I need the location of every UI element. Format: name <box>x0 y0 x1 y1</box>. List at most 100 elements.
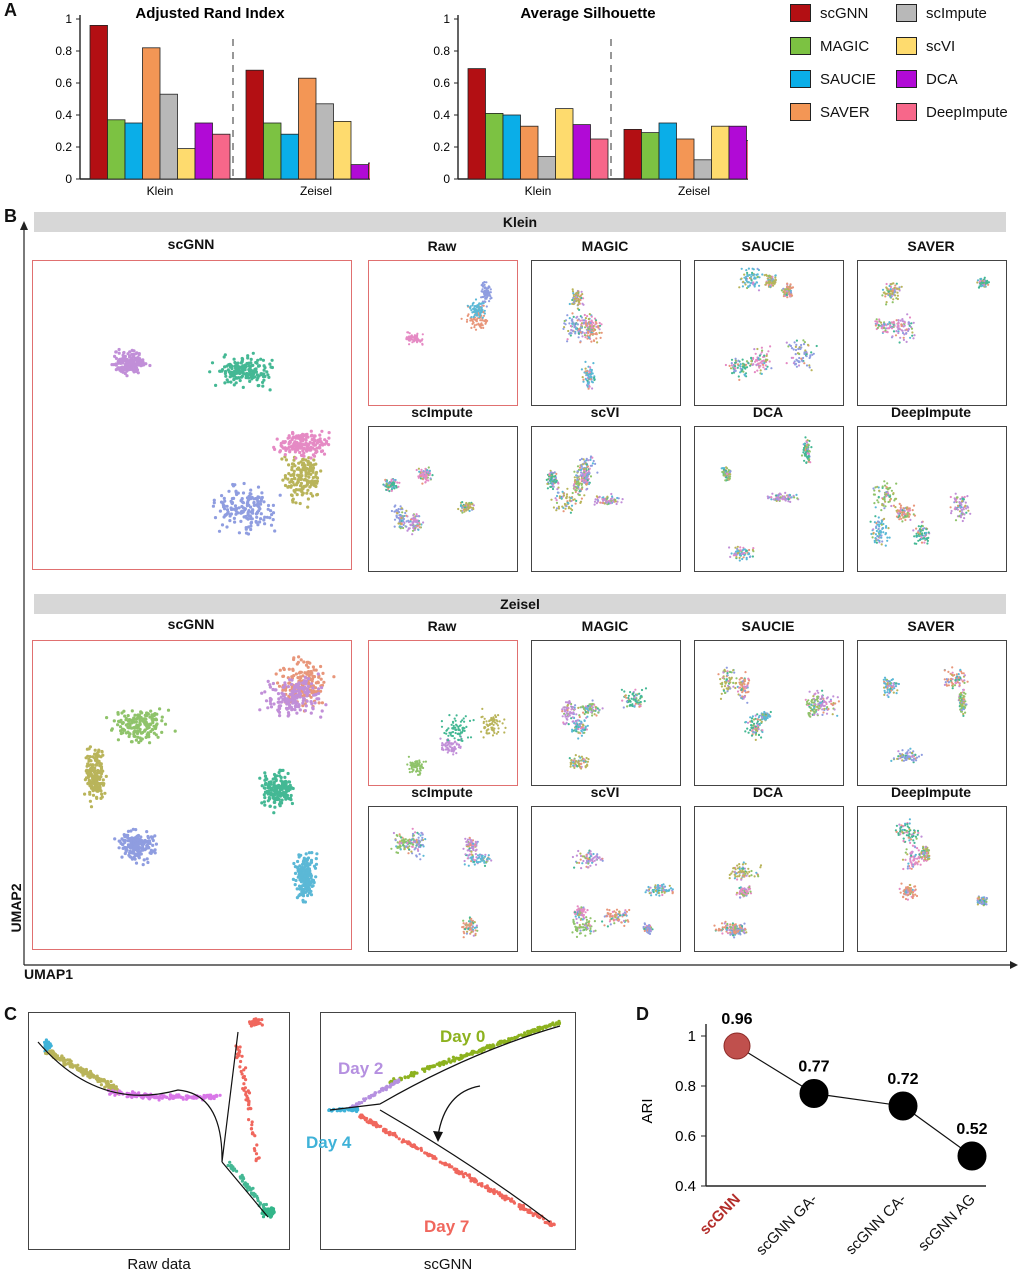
y-tick-label: 0.4 <box>675 1178 696 1195</box>
zeisel-band: Zeisel <box>34 594 1006 614</box>
y-tick-label: 0.8 <box>55 44 72 58</box>
zeisel-saver-title: SAVER <box>907 618 955 634</box>
day-label-day-2: Day 2 <box>338 1059 383 1078</box>
method-legend: scGNN scImpute MAGIC scVI SAUCIE DCA SAVER Deep… <box>790 0 1019 125</box>
bar-scvi-zeisel <box>711 125 730 180</box>
bar-scimpute-zeisel <box>693 159 712 180</box>
day-label-day-7: Day 7 <box>424 1217 469 1236</box>
point-scgnn-ga <box>799 1079 829 1108</box>
legend-label: SAVER <box>820 103 870 121</box>
zeisel-raw-umap <box>368 640 518 786</box>
zeisel-scvi-umap <box>531 806 681 952</box>
category-label-zeisel: Zeisel <box>300 184 332 198</box>
scgnn-trajectory-plot: Day 0 Day 2 Day 4 Day 7 <box>306 1012 576 1250</box>
klein-magic-umap <box>531 260 681 406</box>
bar-saver-klein <box>520 125 539 180</box>
zeisel-scgnn-umap <box>32 640 352 950</box>
bar-deepimpute-zeisel <box>746 140 748 180</box>
klein-dca-title: DCA <box>752 404 784 420</box>
bar-dca-zeisel <box>350 164 369 180</box>
raw-trajectory-plot <box>28 1012 290 1250</box>
bar-saver-klein <box>142 47 161 180</box>
value-label-scgnn-ga: 0.77 <box>798 1059 829 1076</box>
zeisel-deepimpute-umap <box>857 806 1007 952</box>
legend-item-saver: SAVER <box>790 103 870 121</box>
klein-saucie-title: SAUCIE <box>741 238 795 254</box>
legend-swatch <box>790 37 811 55</box>
legend-label: scVI <box>926 37 956 55</box>
klein-saucie-umap <box>694 260 844 406</box>
y-tick-label: 0.8 <box>433 44 450 58</box>
umap-axes <box>20 221 1018 969</box>
klein-scimpute-umap <box>368 426 518 572</box>
bar-dca-zeisel <box>728 125 747 180</box>
category-label-scgnn-ag: scGNN AG <box>915 1191 979 1255</box>
bar-scgnn-klein <box>89 24 108 180</box>
bar-dca-klein <box>194 122 213 180</box>
legend-label: scImpute <box>926 4 987 22</box>
chart-title-0: Adjusted Rand Index <box>135 5 285 22</box>
bar-deepimpute-klein <box>590 138 609 180</box>
zeisel-saver-umap <box>857 640 1007 786</box>
direction-arrowhead <box>433 1131 443 1142</box>
direction-arrow <box>437 1085 481 1137</box>
legend-item-magic: MAGIC <box>790 37 869 55</box>
bar-scimpute-klein <box>537 156 556 180</box>
klein-deepimpute-title: DeepImpute <box>890 404 972 420</box>
bar-saver-zeisel <box>298 77 317 180</box>
point-scgnn-ca <box>888 1091 918 1121</box>
klein-deepimpute-umap <box>857 426 1007 572</box>
klein-saver-title: SAVER <box>907 238 955 254</box>
zeisel-scimpute-umap <box>368 806 518 952</box>
y-tick-label: 1 <box>443 12 450 26</box>
y-tick-label: 0 <box>443 172 450 186</box>
ari-bar-chart: Adjusted Rand Index 0 0.2 0.4 0.6 0.8 1 Klein Ze… <box>55 5 370 198</box>
day-label-day-0: Day 0 <box>440 1027 485 1046</box>
legend-swatch <box>790 103 811 121</box>
y-tick-label: 1 <box>688 1028 696 1045</box>
bar-magic-klein <box>485 113 504 180</box>
klein-scgnn-umap <box>32 260 352 570</box>
klein-raw-umap <box>368 260 518 406</box>
bar-saucie-klein <box>502 114 521 180</box>
y-tick-label: 0.6 <box>433 76 450 90</box>
chart-title-1: Average Silhouette <box>520 5 655 22</box>
ari-line <box>736 1045 973 1157</box>
legend-swatch <box>896 70 917 88</box>
ablation-ari-chart: 0.4 0.6 0.8 1 ARI 0.96 scGNN 0.77 scGNN GA- 0.72 s… <box>640 1011 988 1259</box>
zeisel-deepimpute-title: DeepImpute <box>890 784 972 800</box>
bar-deepimpute-zeisel <box>368 162 370 180</box>
legend-swatch <box>896 37 917 55</box>
category-label-klein: Klein <box>525 184 552 198</box>
zeisel-dca-title: DCA <box>752 784 784 800</box>
day-label-day-4: Day 4 <box>306 1133 352 1152</box>
legend-label: DeepImpute <box>926 103 1008 121</box>
y-tick-label: 0.6 <box>55 76 72 90</box>
bar-saucie-zeisel <box>280 133 299 180</box>
klein-scimpute-title: scImpute <box>411 404 473 420</box>
category-label-scgnn-ca: scGNN CA- <box>842 1191 909 1258</box>
value-label-scgnn: 0.96 <box>721 1011 752 1028</box>
legend-swatch <box>896 103 917 121</box>
y-tick-label: 0 <box>65 172 72 186</box>
legend-item-dca: DCA <box>896 70 958 88</box>
klein-band: Klein <box>34 212 1006 232</box>
klein-scvi-umap <box>531 426 681 572</box>
klein-scgnn-title: scGNN <box>167 236 215 252</box>
zeisel-scimpute-title: scImpute <box>411 784 473 800</box>
zeisel-dca-umap <box>694 806 844 952</box>
panel-letter-a: A <box>4 0 17 20</box>
zeisel-saucie-title: SAUCIE <box>741 618 795 634</box>
legend-label: scGNN <box>820 4 869 22</box>
y-tick-label: 0.4 <box>433 108 450 122</box>
zeisel-magic-umap <box>531 640 681 786</box>
y-axis-label: ARI <box>640 1098 656 1123</box>
bar-scimpute-zeisel <box>315 103 334 180</box>
legend-swatch <box>790 70 811 88</box>
legend-item-deepimpute: DeepImpute <box>896 103 1008 121</box>
bar-scgnn-zeisel <box>623 128 642 180</box>
bar-saucie-klein <box>124 122 143 180</box>
category-label-scgnn: scGNN <box>696 1191 743 1238</box>
zeisel-scvi-title: scVI <box>590 784 620 800</box>
legend-label: MAGIC <box>820 37 870 55</box>
